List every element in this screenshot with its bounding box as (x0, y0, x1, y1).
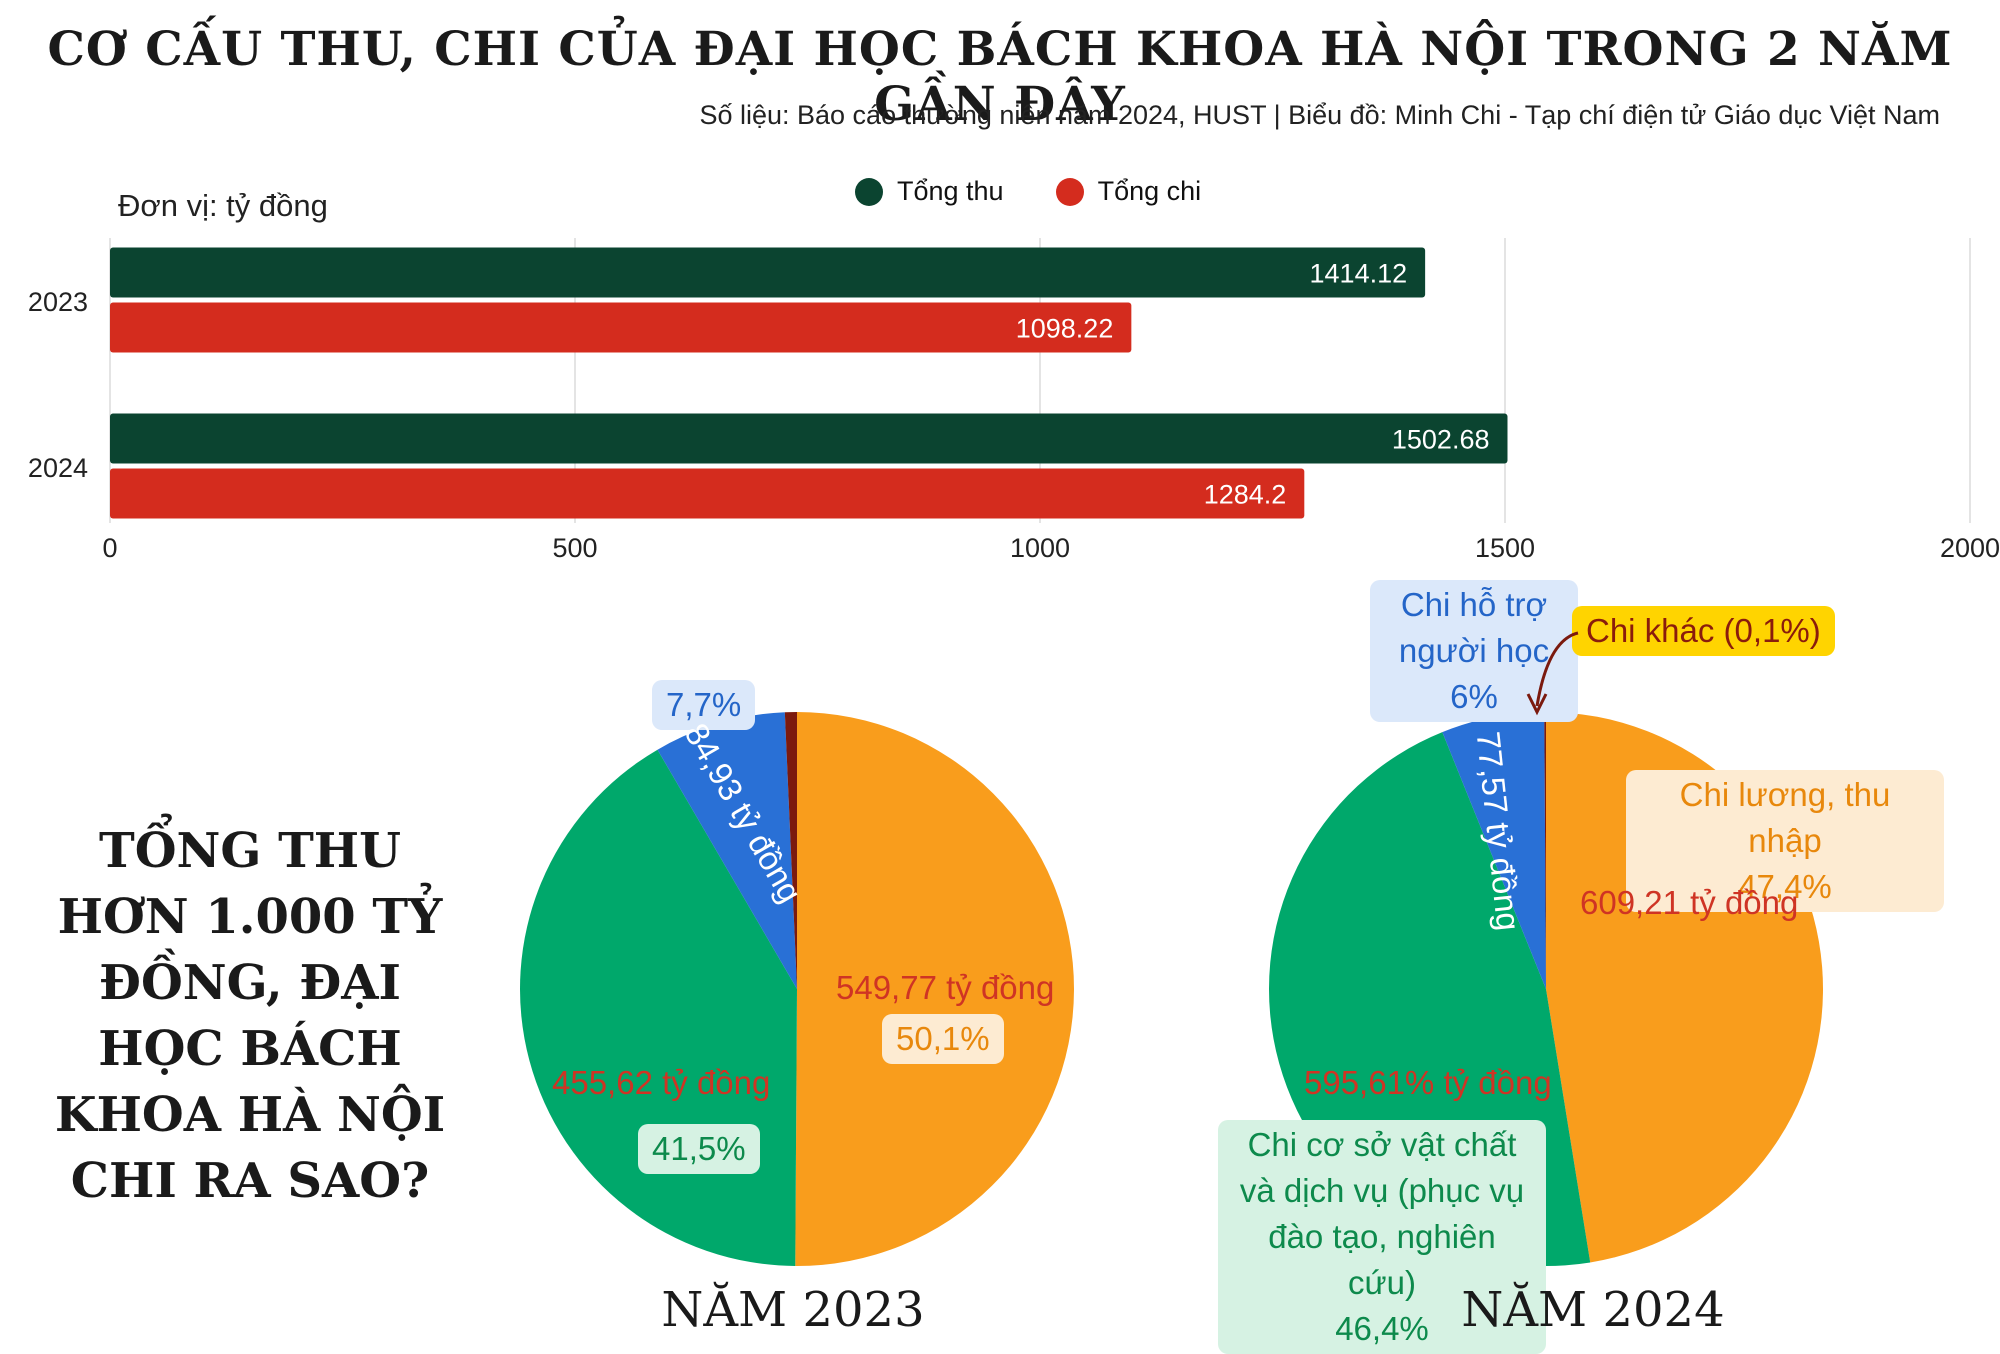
pie-2024-blue-amount: 77,57 tỷ đồng (1469, 729, 1528, 933)
pie-2024-blue-pct: 6% (1450, 678, 1498, 715)
bar-data-label: 1502.68 (1392, 425, 1490, 455)
pie-2023-blue-pct: 7,7% (652, 680, 756, 730)
legend-label-thu: Tổng thu (897, 176, 1004, 206)
bar (110, 413, 1508, 464)
pie-2024-orange-name: Chi lương, thu nhập 47,4% (1626, 770, 1944, 912)
pie-2024-orange-pct: 47,4% (1738, 868, 1832, 905)
pie-2024-green-name-text: Chi cơ sở vật chất và dịch vụ (phục vụ đ… (1239, 1126, 1525, 1301)
bar (110, 247, 1426, 298)
y-category-label: 2023 (28, 287, 88, 317)
bar-data-label: 1414.12 (1310, 259, 1408, 289)
pie-2024-green-name: Chi cơ sở vật chất và dịch vụ (phục vụ đ… (1218, 1120, 1546, 1354)
pie-2023-green-pct: 41,5% (638, 1124, 760, 1174)
x-tick-label: 2000 (1940, 533, 2000, 563)
chart-subtitle: Số liệu: Báo cáo thường niên năm 2024, H… (699, 100, 1940, 130)
pie-2023-caption: NĂM 2023 (661, 1282, 925, 1338)
x-tick-label: 500 (552, 533, 597, 563)
pie-2024-orange-name-text: Chi lương, thu nhập (1679, 776, 1891, 859)
pie-2024-blue-name: Chi hỗ trợ người học 6% (1370, 580, 1578, 722)
legend-item-chi: Tổng chi (1055, 176, 1202, 207)
pie-slice (1544, 712, 1546, 989)
x-tick-label: 0 (102, 533, 117, 563)
legend-swatch-thu (855, 177, 883, 206)
legend-label-chi: Tổng chi (1097, 176, 1202, 206)
bar-data-label: 1284.2 (1204, 480, 1287, 510)
pie-2024-caption: NĂM 2024 (1461, 1282, 1725, 1338)
pie-2024-green-pct: 46,4% (1335, 1310, 1429, 1347)
legend-swatch-chi (1055, 177, 1084, 206)
pie-2023-green-amount: 455,62 tỷ đồng (552, 1064, 771, 1101)
pie-2024-blue-name-text: Chi hỗ trợ người học (1398, 586, 1550, 669)
pie-2023-orange-pct: 50,1% (882, 1014, 1004, 1064)
pie-2024-orange-amount: 609,21 tỷ đồng (1580, 884, 1799, 921)
x-tick-label: 1500 (1475, 533, 1535, 563)
side-title: TỔNG THU HƠN 1.000 TỶ ĐỒNG, ĐẠI HỌC BÁCH… (54, 823, 446, 1209)
pie-2024-other-label: Chi khác (0,1%) (1572, 606, 1835, 656)
legend: Tổng thu Tổng chi (855, 176, 1201, 207)
bar (110, 468, 1305, 519)
bar-chart: 0 500 1000 1500 2000 2023 1414.12 1098.22 2024 15… (28, 238, 2000, 563)
chart-title: CƠ CẤU THU, CHI CỦA ĐẠI HỌC BÁCH KHOA HÀ… (47, 22, 1953, 132)
unit-label: Đơn vị: tỷ đồng (118, 188, 328, 223)
legend-item-thu: Tổng thu (855, 176, 1004, 207)
x-tick-label: 1000 (1010, 533, 1070, 563)
y-category-label: 2024 (28, 453, 88, 483)
pie-2023-orange-amount: 549,77 tỷ đồng (836, 969, 1055, 1006)
bar (110, 302, 1132, 353)
bar-data-label: 1098.22 (1016, 314, 1114, 344)
pie-2024-green-amount: 595,61% tỷ đồng (1304, 1064, 1552, 1101)
